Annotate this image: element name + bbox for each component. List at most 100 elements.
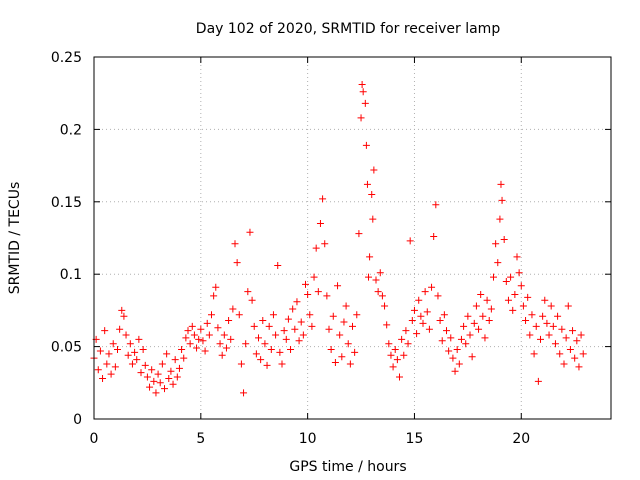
data-point <box>269 311 277 319</box>
data-point <box>133 356 141 364</box>
y-tick-label: 0 <box>73 412 82 428</box>
data-point <box>453 345 461 353</box>
data-point <box>566 345 574 353</box>
data-point <box>331 359 339 367</box>
data-point <box>250 322 258 330</box>
data-point <box>460 322 468 330</box>
data-point <box>308 322 316 330</box>
grid <box>93 57 611 419</box>
data-point <box>389 363 397 371</box>
data-point <box>573 337 581 345</box>
data-point <box>413 330 421 338</box>
data-point <box>203 319 211 327</box>
data-point <box>287 345 295 353</box>
data-point <box>321 240 329 248</box>
data-point <box>451 367 459 375</box>
data-point <box>201 347 209 355</box>
data-point <box>509 306 517 314</box>
data-point <box>336 331 344 339</box>
data-point <box>564 302 572 310</box>
data-point <box>344 340 352 348</box>
data-point <box>154 370 162 378</box>
data-point <box>500 235 508 243</box>
data-point <box>289 305 297 313</box>
data-point <box>423 308 431 316</box>
data-point <box>146 383 154 391</box>
data-point <box>449 354 457 362</box>
data-point <box>229 305 237 313</box>
data-point <box>131 348 139 356</box>
data-point <box>419 319 427 327</box>
data-point <box>556 350 564 358</box>
data-point <box>124 351 132 359</box>
data-point <box>398 335 406 343</box>
data-point <box>316 220 324 228</box>
data-point <box>457 335 465 343</box>
data-point <box>404 340 412 348</box>
data-point <box>415 296 423 304</box>
data-point <box>530 350 538 358</box>
data-point <box>370 166 378 174</box>
data-point <box>237 360 245 368</box>
y-tick-label: 0.05 <box>51 340 82 356</box>
data-point <box>148 366 156 374</box>
data-point <box>532 322 540 330</box>
data-point <box>387 351 395 359</box>
data-point <box>208 311 215 319</box>
data-point <box>334 282 342 290</box>
data-point <box>126 340 134 348</box>
data-point <box>278 360 286 368</box>
data-point <box>349 322 356 330</box>
data-point <box>545 331 553 339</box>
data-point <box>440 311 448 319</box>
data-point <box>327 345 335 353</box>
data-point <box>393 356 401 364</box>
data-point <box>517 282 525 290</box>
data-point <box>368 191 376 199</box>
data-point <box>522 317 530 325</box>
data-point <box>143 373 151 381</box>
data-point <box>406 237 414 245</box>
data-point <box>111 363 119 371</box>
y-tick-label: 0.15 <box>51 195 82 211</box>
data-point <box>274 262 282 270</box>
data-point <box>400 351 408 359</box>
data-point <box>537 335 544 343</box>
y-tick-label: 0.25 <box>51 50 82 66</box>
data-point <box>528 311 536 319</box>
data-point <box>210 292 218 300</box>
data-point <box>280 327 288 335</box>
data-point <box>443 327 450 335</box>
data-point <box>464 312 472 320</box>
y-tick-labels: 0 0.05 0.1 0.15 0.2 0.25 <box>51 50 82 428</box>
data-points <box>90 81 587 397</box>
data-point <box>195 335 203 343</box>
data-point <box>272 331 280 339</box>
data-point <box>340 318 348 326</box>
data-point <box>462 340 470 348</box>
data-point <box>346 360 354 368</box>
data-point <box>369 215 377 223</box>
data-point <box>244 288 252 296</box>
data-point <box>494 259 502 267</box>
data-point <box>295 337 303 345</box>
data-point <box>109 340 117 348</box>
data-point <box>575 363 583 371</box>
data-point <box>161 385 168 393</box>
data-point <box>515 269 523 277</box>
data-point <box>96 347 104 355</box>
data-point <box>539 312 547 320</box>
y-axis-label: SRMTID / TECUs <box>7 182 23 295</box>
data-point <box>363 180 371 188</box>
data-point <box>186 340 194 348</box>
data-point <box>504 296 512 304</box>
data-point <box>477 290 485 298</box>
data-point <box>513 253 521 261</box>
data-point <box>291 325 299 333</box>
data-point <box>188 322 196 330</box>
y-tick-label: 0.1 <box>60 267 82 283</box>
data-point <box>342 302 350 310</box>
data-point <box>323 292 331 300</box>
data-point <box>385 340 393 348</box>
